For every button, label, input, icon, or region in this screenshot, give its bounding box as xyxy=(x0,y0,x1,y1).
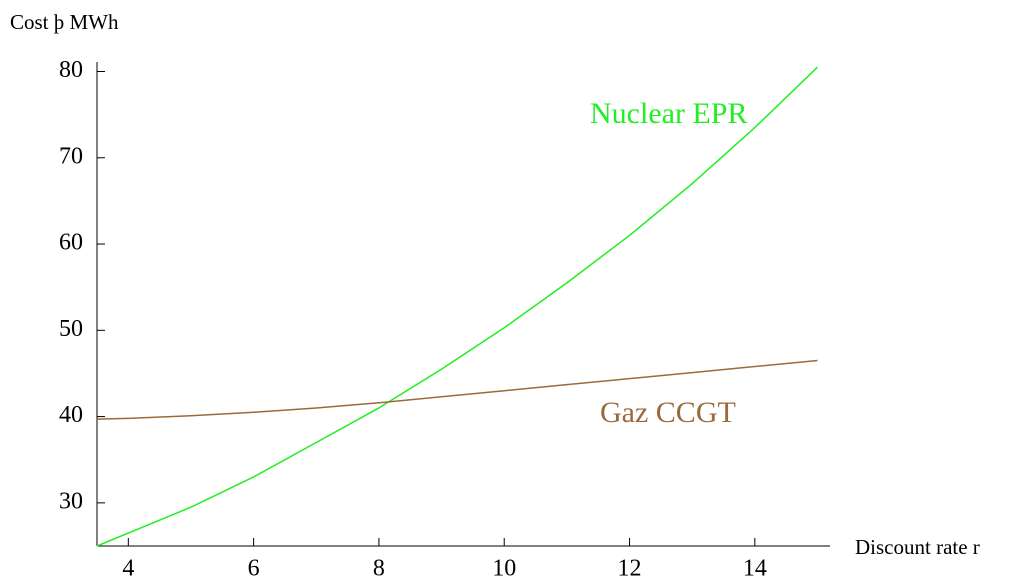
series-line xyxy=(96,359,818,420)
x-tick-label: 4 xyxy=(122,556,134,582)
x-tick-label: 14 xyxy=(743,556,767,582)
y-tick-label: 70 xyxy=(59,143,83,169)
y-axis-label: Cost þ MWh xyxy=(10,10,119,34)
x-tick-label: 10 xyxy=(492,556,516,582)
y-tick-label: 60 xyxy=(59,230,83,256)
y-tick-label: 30 xyxy=(59,488,83,514)
series-label: Gaz CCGT xyxy=(600,396,736,429)
x-tick-label: 8 xyxy=(373,556,385,582)
y-tick-label: 40 xyxy=(59,402,83,428)
series-line xyxy=(96,66,818,547)
x-tick-label: 6 xyxy=(248,556,260,582)
series-label: Nuclear EPR xyxy=(590,97,747,130)
y-tick-label: 50 xyxy=(59,316,83,342)
y-tick-label: 80 xyxy=(59,57,83,83)
x-tick-label: 12 xyxy=(618,556,642,582)
x-axis-label: Discount rate r xyxy=(855,535,980,559)
